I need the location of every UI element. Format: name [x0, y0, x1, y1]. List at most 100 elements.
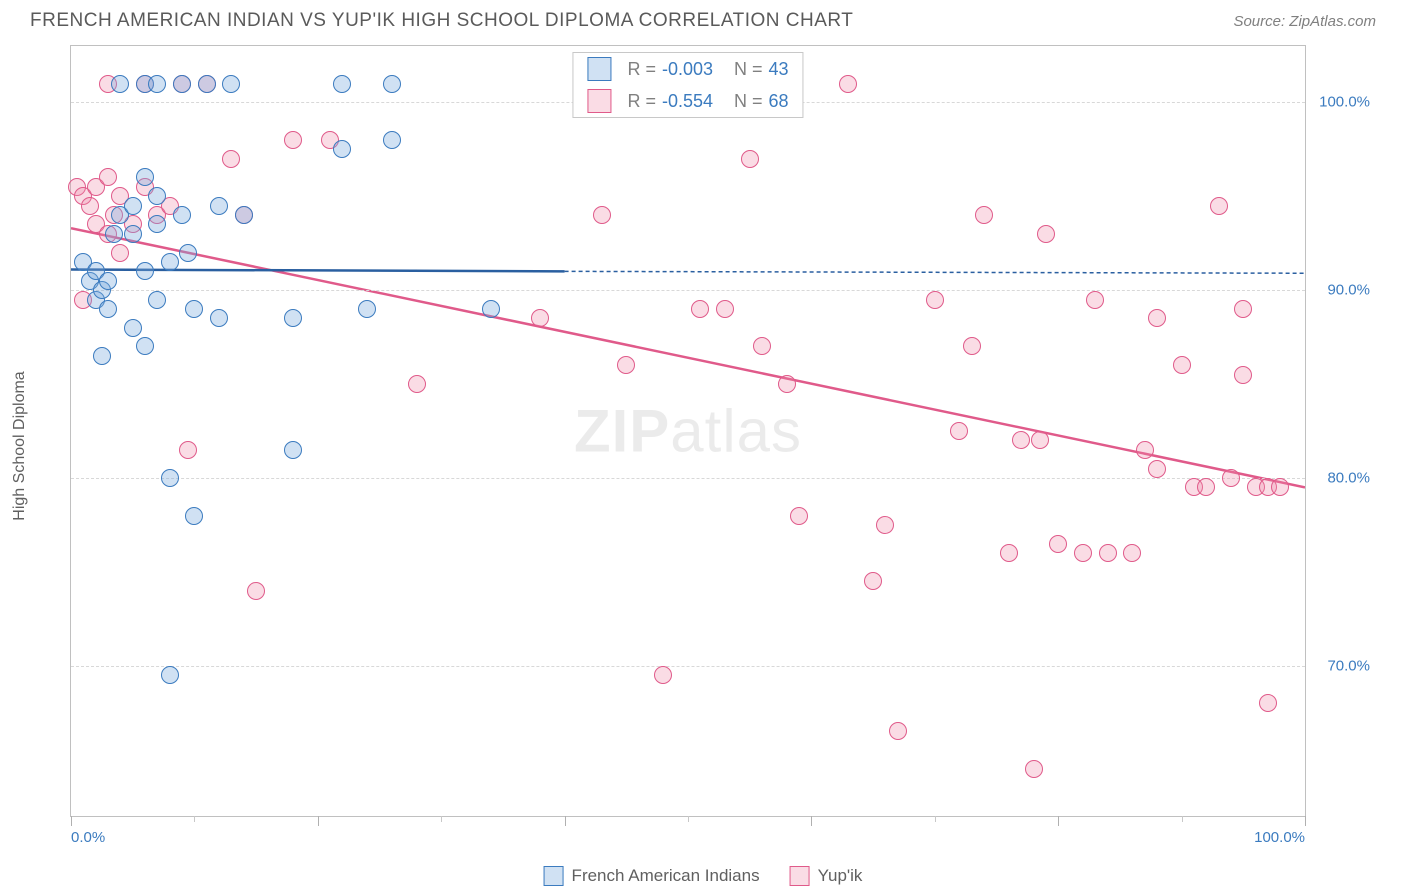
y-tick-label: 70.0% [1327, 657, 1370, 674]
legend-item: Yup'ik [790, 866, 863, 886]
x-tick-major [1058, 816, 1059, 826]
data-point [173, 75, 191, 93]
data-point [383, 131, 401, 149]
legend-swatch [587, 57, 611, 81]
data-point [531, 309, 549, 327]
source-label: Source: ZipAtlas.com [1233, 13, 1376, 30]
legend-label: French American Indians [572, 866, 760, 886]
data-point [741, 150, 759, 168]
y-tick-label: 100.0% [1319, 94, 1370, 111]
data-point [284, 309, 302, 327]
correlation-legend: R = -0.003 N = 43 R = -0.554 N = 68 [572, 52, 803, 118]
data-point [1148, 460, 1166, 478]
data-point [136, 262, 154, 280]
x-tick-major [1305, 816, 1306, 826]
gridline [71, 478, 1305, 479]
data-point [1031, 431, 1049, 449]
x-tick-major [565, 816, 566, 826]
data-point [99, 168, 117, 186]
data-point [654, 666, 672, 684]
data-point [1086, 291, 1104, 309]
x-tick-major [318, 816, 319, 826]
legend-swatch [587, 89, 611, 113]
x-tick-major [811, 816, 812, 826]
x-tick-minor [688, 816, 689, 822]
data-point [1234, 366, 1252, 384]
data-point [161, 469, 179, 487]
data-point [716, 300, 734, 318]
data-point [161, 666, 179, 684]
x-tick-minor [935, 816, 936, 822]
data-point [1074, 544, 1092, 562]
data-point [111, 75, 129, 93]
data-point [1099, 544, 1117, 562]
data-point [839, 75, 857, 93]
data-point [179, 441, 197, 459]
data-point [124, 197, 142, 215]
data-point [136, 168, 154, 186]
data-point [161, 253, 179, 271]
data-point [790, 507, 808, 525]
x-label-right: 100.0% [1254, 829, 1305, 846]
data-point [593, 206, 611, 224]
data-point [284, 131, 302, 149]
data-point [1037, 225, 1055, 243]
legend-label: Yup'ik [818, 866, 863, 886]
data-point [926, 291, 944, 309]
legend-row: R = -0.554 N = 68 [573, 85, 802, 117]
data-point [691, 300, 709, 318]
data-point [1173, 356, 1191, 374]
data-point [333, 75, 351, 93]
data-point [889, 722, 907, 740]
data-point [235, 206, 253, 224]
data-point [333, 140, 351, 158]
plot-area: ZIPatlas R = -0.003 N = 43 R = -0.554 N … [70, 45, 1306, 817]
data-point [284, 441, 302, 459]
data-point [1148, 309, 1166, 327]
y-axis-label: High School Diploma [11, 371, 29, 520]
data-point [210, 309, 228, 327]
legend-item: French American Indians [544, 866, 760, 886]
data-point [408, 375, 426, 393]
data-point [1049, 535, 1067, 553]
data-point [198, 75, 216, 93]
data-point [124, 225, 142, 243]
data-point [383, 75, 401, 93]
data-point [210, 197, 228, 215]
data-point [1012, 431, 1030, 449]
chart-title: FRENCH AMERICAN INDIAN VS YUP'IK HIGH SC… [30, 10, 853, 32]
data-point [105, 225, 123, 243]
data-point [1210, 197, 1228, 215]
data-point [1000, 544, 1018, 562]
legend-swatch [544, 866, 564, 886]
data-point [247, 582, 265, 600]
data-point [81, 197, 99, 215]
data-point [111, 244, 129, 262]
data-point [975, 206, 993, 224]
data-point [864, 572, 882, 590]
x-tick-major [71, 816, 72, 826]
chart-area: High School Diploma ZIPatlas R = -0.003 … [30, 45, 1376, 847]
data-point [148, 187, 166, 205]
data-point [876, 516, 894, 534]
data-point [222, 150, 240, 168]
x-tick-minor [1182, 816, 1183, 822]
data-point [148, 291, 166, 309]
data-point [136, 337, 154, 355]
data-point [148, 75, 166, 93]
series-legend: French American Indians Yup'ik [544, 866, 863, 886]
x-tick-minor [441, 816, 442, 822]
data-point [93, 347, 111, 365]
data-point [185, 300, 203, 318]
data-point [753, 337, 771, 355]
data-point [1025, 760, 1043, 778]
trend-lines [71, 46, 1305, 816]
y-tick-label: 90.0% [1327, 282, 1370, 299]
data-point [617, 356, 635, 374]
y-tick-label: 80.0% [1327, 469, 1370, 486]
data-point [99, 300, 117, 318]
data-point [179, 244, 197, 262]
data-point [1271, 478, 1289, 496]
watermark: ZIPatlas [574, 397, 802, 466]
legend-row: R = -0.003 N = 43 [573, 53, 802, 85]
